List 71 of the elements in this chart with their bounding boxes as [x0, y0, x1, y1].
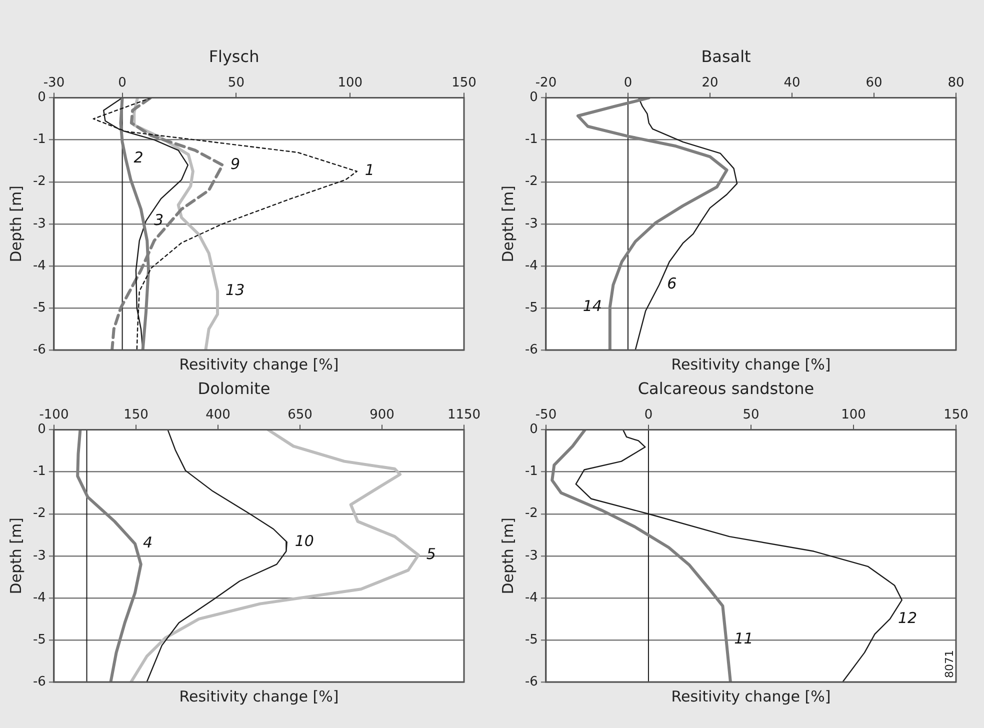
y-tick-label: -2 — [524, 174, 538, 190]
chart-title: Basalt — [701, 46, 751, 66]
annotation: 12 — [898, 608, 918, 627]
x-tick-label: 1150 — [447, 407, 481, 422]
annotation: 8071 — [942, 650, 956, 678]
annotation: 1 — [364, 161, 374, 180]
x-tick-label: 150 — [124, 407, 148, 422]
y-tick-label: -3 — [524, 216, 538, 232]
x-tick-label: 100 — [338, 75, 363, 90]
y-axis-title: Depth [m] — [498, 186, 517, 262]
y-tick-label: -1 — [32, 464, 46, 480]
y-tick-label: -1 — [524, 132, 538, 148]
y-tick-label: -3 — [32, 548, 46, 564]
x-axis-title: Resitivity change [%] — [671, 355, 831, 374]
chart-title: Dolomite — [198, 378, 270, 398]
x-tick-label: 150 — [452, 75, 476, 90]
y-tick-label: -5 — [32, 300, 46, 316]
y-tick-label: -2 — [32, 174, 46, 190]
y-tick-label: -2 — [32, 506, 46, 522]
y-tick-label: -5 — [32, 632, 46, 648]
x-tick-label: 40 — [784, 75, 800, 90]
x-tick-label: 50 — [742, 407, 760, 422]
y-tick-label: -1 — [32, 132, 46, 148]
y-tick-label: -6 — [524, 674, 538, 690]
y-tick-label: -4 — [32, 590, 46, 606]
y-tick-label: -2 — [524, 506, 538, 522]
y-tick-label: -4 — [32, 258, 46, 274]
x-tick-label: 80 — [948, 75, 964, 90]
y-tick-label: -3 — [32, 216, 46, 232]
y-tick-label: -1 — [524, 464, 538, 480]
chart-title: Calcareous sandstone — [638, 378, 814, 398]
y-tick-label: -6 — [32, 342, 46, 358]
x-tick-label: 20 — [702, 75, 718, 90]
x-axis-title: Resitivity change [%] — [179, 687, 339, 706]
x-axis-title: Resitivity change [%] — [179, 355, 339, 374]
x-tick-label: 60 — [866, 75, 882, 90]
y-tick-label: 0 — [530, 422, 538, 438]
x-tick-label: -50 — [535, 407, 557, 422]
y-tick-label: 0 — [38, 422, 46, 438]
x-tick-label: 400 — [206, 407, 230, 422]
annotation: 2 — [134, 148, 144, 167]
y-tick-label: -3 — [524, 548, 538, 564]
annotation: 4 — [142, 534, 153, 552]
y-axis-title: Depth [m] — [6, 186, 25, 262]
x-tick-label: -100 — [39, 407, 69, 422]
y-tick-label: -6 — [32, 674, 46, 690]
x-axis-title: Resitivity change [%] — [671, 687, 831, 706]
x-tick-label: -30 — [43, 75, 65, 90]
chart-title: Flysch — [208, 46, 260, 66]
x-tick-label: 50 — [228, 75, 244, 90]
x-tick-label: 0 — [644, 407, 653, 422]
x-tick-label: 100 — [841, 407, 866, 422]
x-tick-label: 0 — [118, 75, 126, 90]
x-tick-label: 0 — [624, 75, 632, 90]
y-tick-label: -4 — [524, 258, 538, 274]
y-tick-label: -4 — [524, 590, 538, 606]
y-tick-label: 0 — [38, 90, 46, 106]
y-tick-label: -5 — [524, 632, 538, 648]
y-tick-label: 0 — [530, 90, 538, 106]
annotation: 6 — [667, 274, 677, 293]
annotation: 10 — [294, 532, 314, 550]
y-axis-title: Depth [m] — [6, 518, 25, 594]
y-axis-title: Depth [m] — [498, 518, 517, 594]
x-tick-label: 900 — [370, 407, 394, 422]
annotation: 13 — [226, 281, 245, 300]
x-tick-label: 650 — [288, 407, 312, 422]
x-tick-label: 150 — [944, 407, 968, 422]
y-tick-label: -6 — [524, 342, 538, 358]
annotation: 9 — [230, 154, 240, 173]
y-tick-label: -5 — [524, 300, 538, 316]
x-tick-label: -20 — [535, 75, 557, 90]
